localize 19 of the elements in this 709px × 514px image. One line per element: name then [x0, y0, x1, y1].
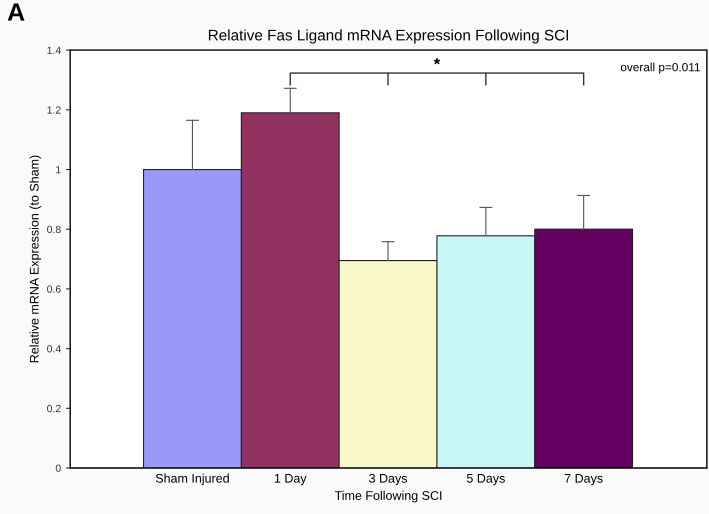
x-tick-label: 5 Days — [466, 474, 505, 486]
y-tick-label: 1 — [56, 166, 61, 174]
text: A — [8, 3, 24, 21]
y-axis-title: Relative mRNA Expression (to Sham) — [29, 156, 42, 362]
chart-title: Relative Fas Ligand mRNA Expression Following SCI — [208, 29, 568, 44]
y-tick-label: 0.4 — [47, 345, 61, 352]
x-tick-label: 1 Day — [274, 474, 307, 486]
x-tick-label: Sham Injured — [156, 474, 229, 486]
x-axis-title: Time Following SCI — [334, 490, 442, 502]
x-tick-label: 7 Days — [564, 474, 603, 486]
annotation: * — [434, 58, 440, 64]
x-tick-label: 3 Days — [369, 474, 408, 486]
y-tick-label: 0.6 — [47, 285, 61, 293]
annotation: overall p=0.011 — [620, 62, 700, 74]
y-tick-label: 0.8 — [47, 226, 61, 234]
y-tick-label: 1.4 — [47, 46, 61, 54]
y-tick-label: 0 — [56, 464, 61, 472]
y-tick-label: 0.2 — [47, 404, 61, 412]
y-tick-label: 1.2 — [47, 106, 61, 114]
